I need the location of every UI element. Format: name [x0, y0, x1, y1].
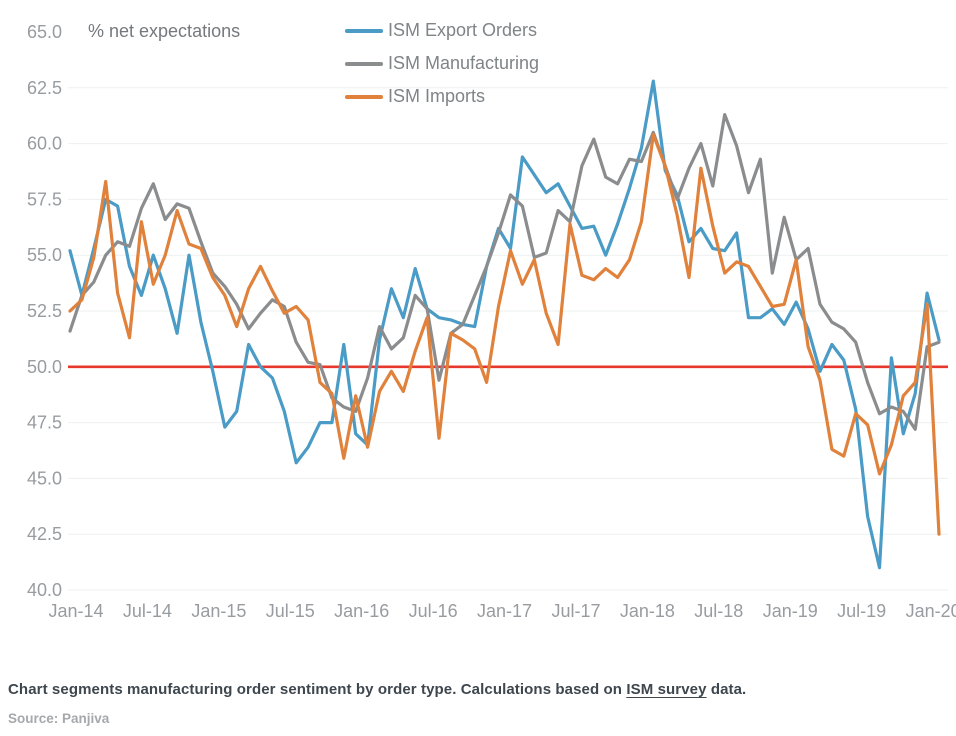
x-tick-label: Jan-18: [620, 601, 675, 621]
source-label: Source: Panjiva: [8, 711, 110, 726]
x-tick-label: Jan-20: [906, 601, 956, 621]
x-tick-label: Jul-17: [551, 601, 600, 621]
x-tick-label: Jul-14: [123, 601, 172, 621]
y-tick-label: 55.0: [27, 245, 62, 265]
legend-label: ISM Imports: [388, 86, 486, 106]
x-tick-label: Jul-19: [837, 601, 886, 621]
chart-caption: Chart segments manufacturing order senti…: [8, 681, 948, 698]
x-axis-tick-labels: Jan-14 Jul-14 Jan-15 Jul-15 Jan-16 Jul-16 Jan-…: [48, 601, 956, 621]
caption-text-after: data.: [706, 681, 747, 698]
legend-swatch-imports: [345, 94, 383, 99]
y-tick-label: 42.5: [27, 524, 62, 544]
y-tick-label: 50.0: [27, 357, 62, 377]
x-tick-label: Jul-18: [694, 601, 743, 621]
x-tick-label: Jan-16: [334, 601, 389, 621]
legend-swatch-export-orders: [345, 28, 383, 33]
line-chart: 65.0 62.5 60.0 57.5 55.0 52.5 50.0 47.5 45.0 42.5…: [27, 22, 956, 621]
legend-label: ISM Manufacturing: [388, 53, 540, 73]
legend-item-export-orders: ISM Export Orders: [345, 14, 539, 47]
gridlines: [68, 87, 948, 591]
x-tick-label: Jul-16: [409, 601, 458, 621]
x-tick-label: Jan-17: [477, 601, 532, 621]
legend-swatch-manufacturing: [345, 61, 383, 66]
x-tick-label: Jan-15: [191, 601, 246, 621]
y-axis-tick-labels: 65.0 62.5 60.0 57.5 55.0 52.5 50.0 47.5 45.0 42.5…: [27, 22, 62, 600]
y-tick-label: 52.5: [27, 301, 62, 321]
y-axis-title: % net expectations: [88, 21, 241, 41]
y-tick-label: 65.0: [27, 22, 62, 42]
legend-item-imports: ISM Imports: [345, 80, 539, 113]
y-tick-label: 60.0: [27, 134, 62, 154]
y-tick-label: 57.5: [27, 189, 62, 209]
legend-item-manufacturing: ISM Manufacturing: [345, 47, 539, 80]
caption-text-before: Chart segments manufacturing order senti…: [8, 681, 627, 698]
series-line-ism-imports: [68, 133, 941, 536]
y-tick-label: 62.5: [27, 78, 62, 98]
x-tick-label: Jan-14: [48, 601, 103, 621]
legend-label: ISM Export Orders: [388, 20, 538, 40]
chart-legend: ISM Export Orders ISM Manufacturing ISM …: [345, 14, 539, 113]
y-tick-label: 47.5: [27, 413, 62, 433]
y-tick-label: 45.0: [27, 468, 62, 488]
series-line-ism-manufacturing: [68, 112, 941, 431]
x-tick-label: Jan-19: [763, 601, 818, 621]
ism-survey-link[interactable]: ISM survey: [626, 681, 707, 698]
x-tick-label: Jul-15: [266, 601, 315, 621]
y-tick-label: 40.0: [27, 580, 62, 600]
series-line-ism-export-orders: [68, 79, 941, 570]
